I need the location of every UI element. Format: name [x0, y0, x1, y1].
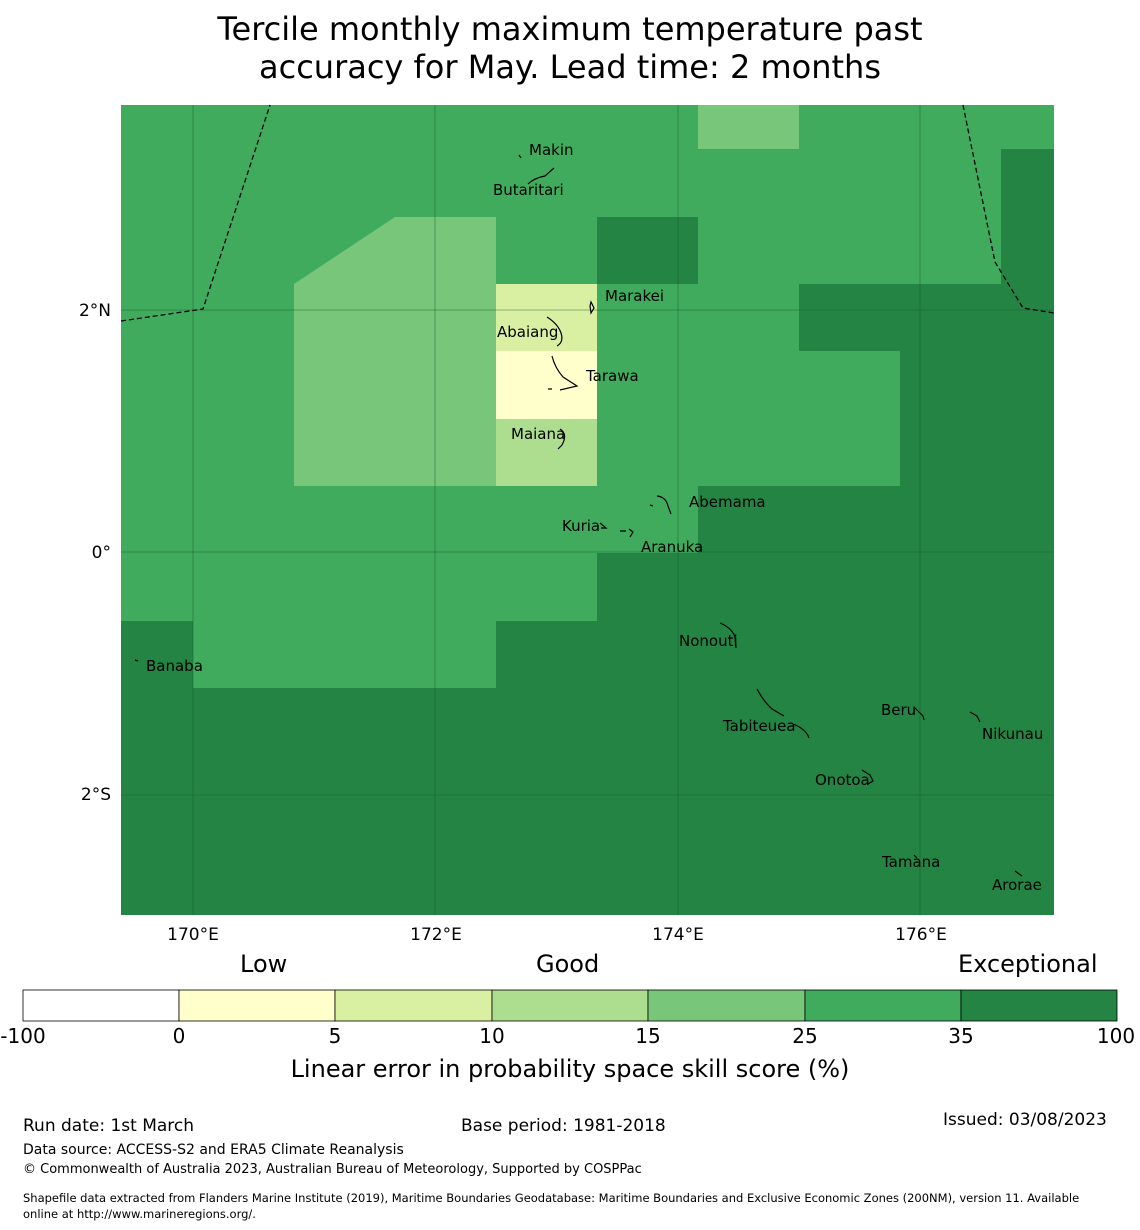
shapefile-credit-line-1: Shapefile data extracted from Flanders M… [23, 1191, 1080, 1205]
island-tamana [913, 854, 918, 859]
colorbar-tick-100: 100 [1096, 1024, 1136, 1048]
legend-category-low: Low [240, 950, 288, 978]
island-butaritari [527, 167, 555, 185]
island-nonouti [719, 622, 737, 649]
legend-category-good: Good [536, 950, 600, 978]
label-tabiteuea: Tabiteuea [722, 717, 796, 735]
colorbar-bin-25-35 [804, 989, 962, 1022]
island-makin [518, 154, 522, 159]
issued-date: Issued: 03/08/2023 [943, 1110, 1107, 1130]
label-tamana: Tamana [881, 853, 940, 871]
label-marakei: Marakei [605, 287, 664, 305]
lon-tick-174: 174°E [652, 925, 704, 945]
colorbar-tick-35: 35 [948, 1024, 974, 1048]
colorbar-title: Linear error in probability space skill … [290, 1055, 850, 1083]
island-labels: Makin Butaritari Marakei Abaiang Tarawa … [146, 141, 1043, 894]
island-maiana [557, 428, 566, 450]
island-tabiteuea [756, 688, 810, 739]
cell-15-25-c [395, 217, 496, 284]
label-nonouti: Nonouti [679, 632, 738, 650]
lon-axis: 170°E 172°E 174°E 176°E [167, 925, 947, 945]
cell-10-15 [496, 419, 597, 486]
lat-tick-2n: 2°N [79, 301, 111, 321]
colorbar-bin-lt0 [22, 989, 180, 1022]
colorbar-bin-5-10 [334, 989, 493, 1022]
island-banaba [134, 659, 139, 662]
colorbar-tick-0: 0 [172, 1024, 186, 1048]
run-date: Run date: 1st March [23, 1116, 195, 1136]
colorbar-bin-15-25 [647, 989, 806, 1022]
base-period: Base period: 1981-2018 [461, 1116, 666, 1136]
title-line-2: accuracy for May. Lead time: 2 months [258, 48, 881, 86]
eez-boundary-east [962, 104, 1055, 314]
colorbar-tick-15: 15 [635, 1024, 661, 1048]
label-aranuka: Aranuka [641, 538, 703, 556]
eez-boundary-west [120, 104, 271, 322]
lon-tick-176: 176°E [895, 925, 947, 945]
island-abaiang [546, 316, 563, 347]
cell-35-100 [597, 217, 698, 284]
island-abemama [649, 495, 672, 515]
cell-15-25 [698, 105, 799, 149]
lon-tick-172: 172°E [410, 925, 462, 945]
data-source: Data source: ACCESS-S2 and ERA5 Climate … [23, 1142, 404, 1158]
label-abaiang: Abaiang [497, 323, 558, 341]
colorbar-bin-0-5 [178, 989, 336, 1022]
label-tarawa: Tarawa [585, 367, 639, 385]
label-abemama: Abemama [689, 493, 766, 511]
copyright: © Commonwealth of Australia 2023, Austra… [23, 1162, 642, 1177]
label-onotoa: Onotoa [815, 771, 870, 789]
cell-region-15-25-b [294, 284, 496, 486]
lat-axis: 2°N 0° 2°S [79, 301, 111, 805]
island-outlines [134, 154, 1023, 877]
island-beru [914, 707, 925, 721]
gridlines [121, 105, 1054, 915]
island-arorae [1014, 870, 1023, 877]
cell-5-10 [496, 284, 597, 351]
island-nikunau [969, 711, 981, 723]
label-nikunau: Nikunau [982, 725, 1043, 743]
island-marakei [589, 300, 595, 315]
island-tarawa [548, 355, 579, 391]
island-onotoa [861, 769, 874, 785]
lat-tick-0: 0° [92, 543, 111, 563]
cell-0-5 [496, 351, 597, 419]
lat-tick-2s: 2°S [81, 785, 111, 805]
label-maiana: Maiana [511, 425, 565, 443]
title-line-1: Tercile monthly maximum temperature past [217, 10, 923, 48]
colorbar-tick-25: 25 [792, 1024, 818, 1048]
colorbar-tick-10: 10 [479, 1024, 505, 1048]
label-banaba: Banaba [146, 657, 203, 675]
island-kuria [599, 522, 608, 529]
label-butaritari: Butaritari [493, 181, 564, 199]
label-kuria: Kuria [562, 517, 600, 535]
colorbar-bin-10-15 [491, 989, 649, 1022]
colorbar-tick-5: 5 [328, 1024, 342, 1048]
colorbar-bin-35-100 [960, 989, 1118, 1022]
eez-boundary [120, 104, 1055, 322]
label-makin: Makin [529, 141, 574, 159]
label-beru: Beru [881, 701, 916, 719]
colorbar [22, 989, 1118, 1022]
lon-tick-170: 170°E [167, 925, 219, 945]
legend-category-exceptional: Exceptional [958, 950, 1098, 978]
shapefile-credit-line-2: online at http://www.marineregions.org/. [23, 1207, 256, 1221]
island-aranuka [620, 528, 634, 538]
colorbar-tick-neg100: -100 [0, 1024, 46, 1048]
label-arorae: Arorae [992, 876, 1042, 894]
chart-title: Tercile monthly maximum temperature past… [0, 10, 1140, 86]
